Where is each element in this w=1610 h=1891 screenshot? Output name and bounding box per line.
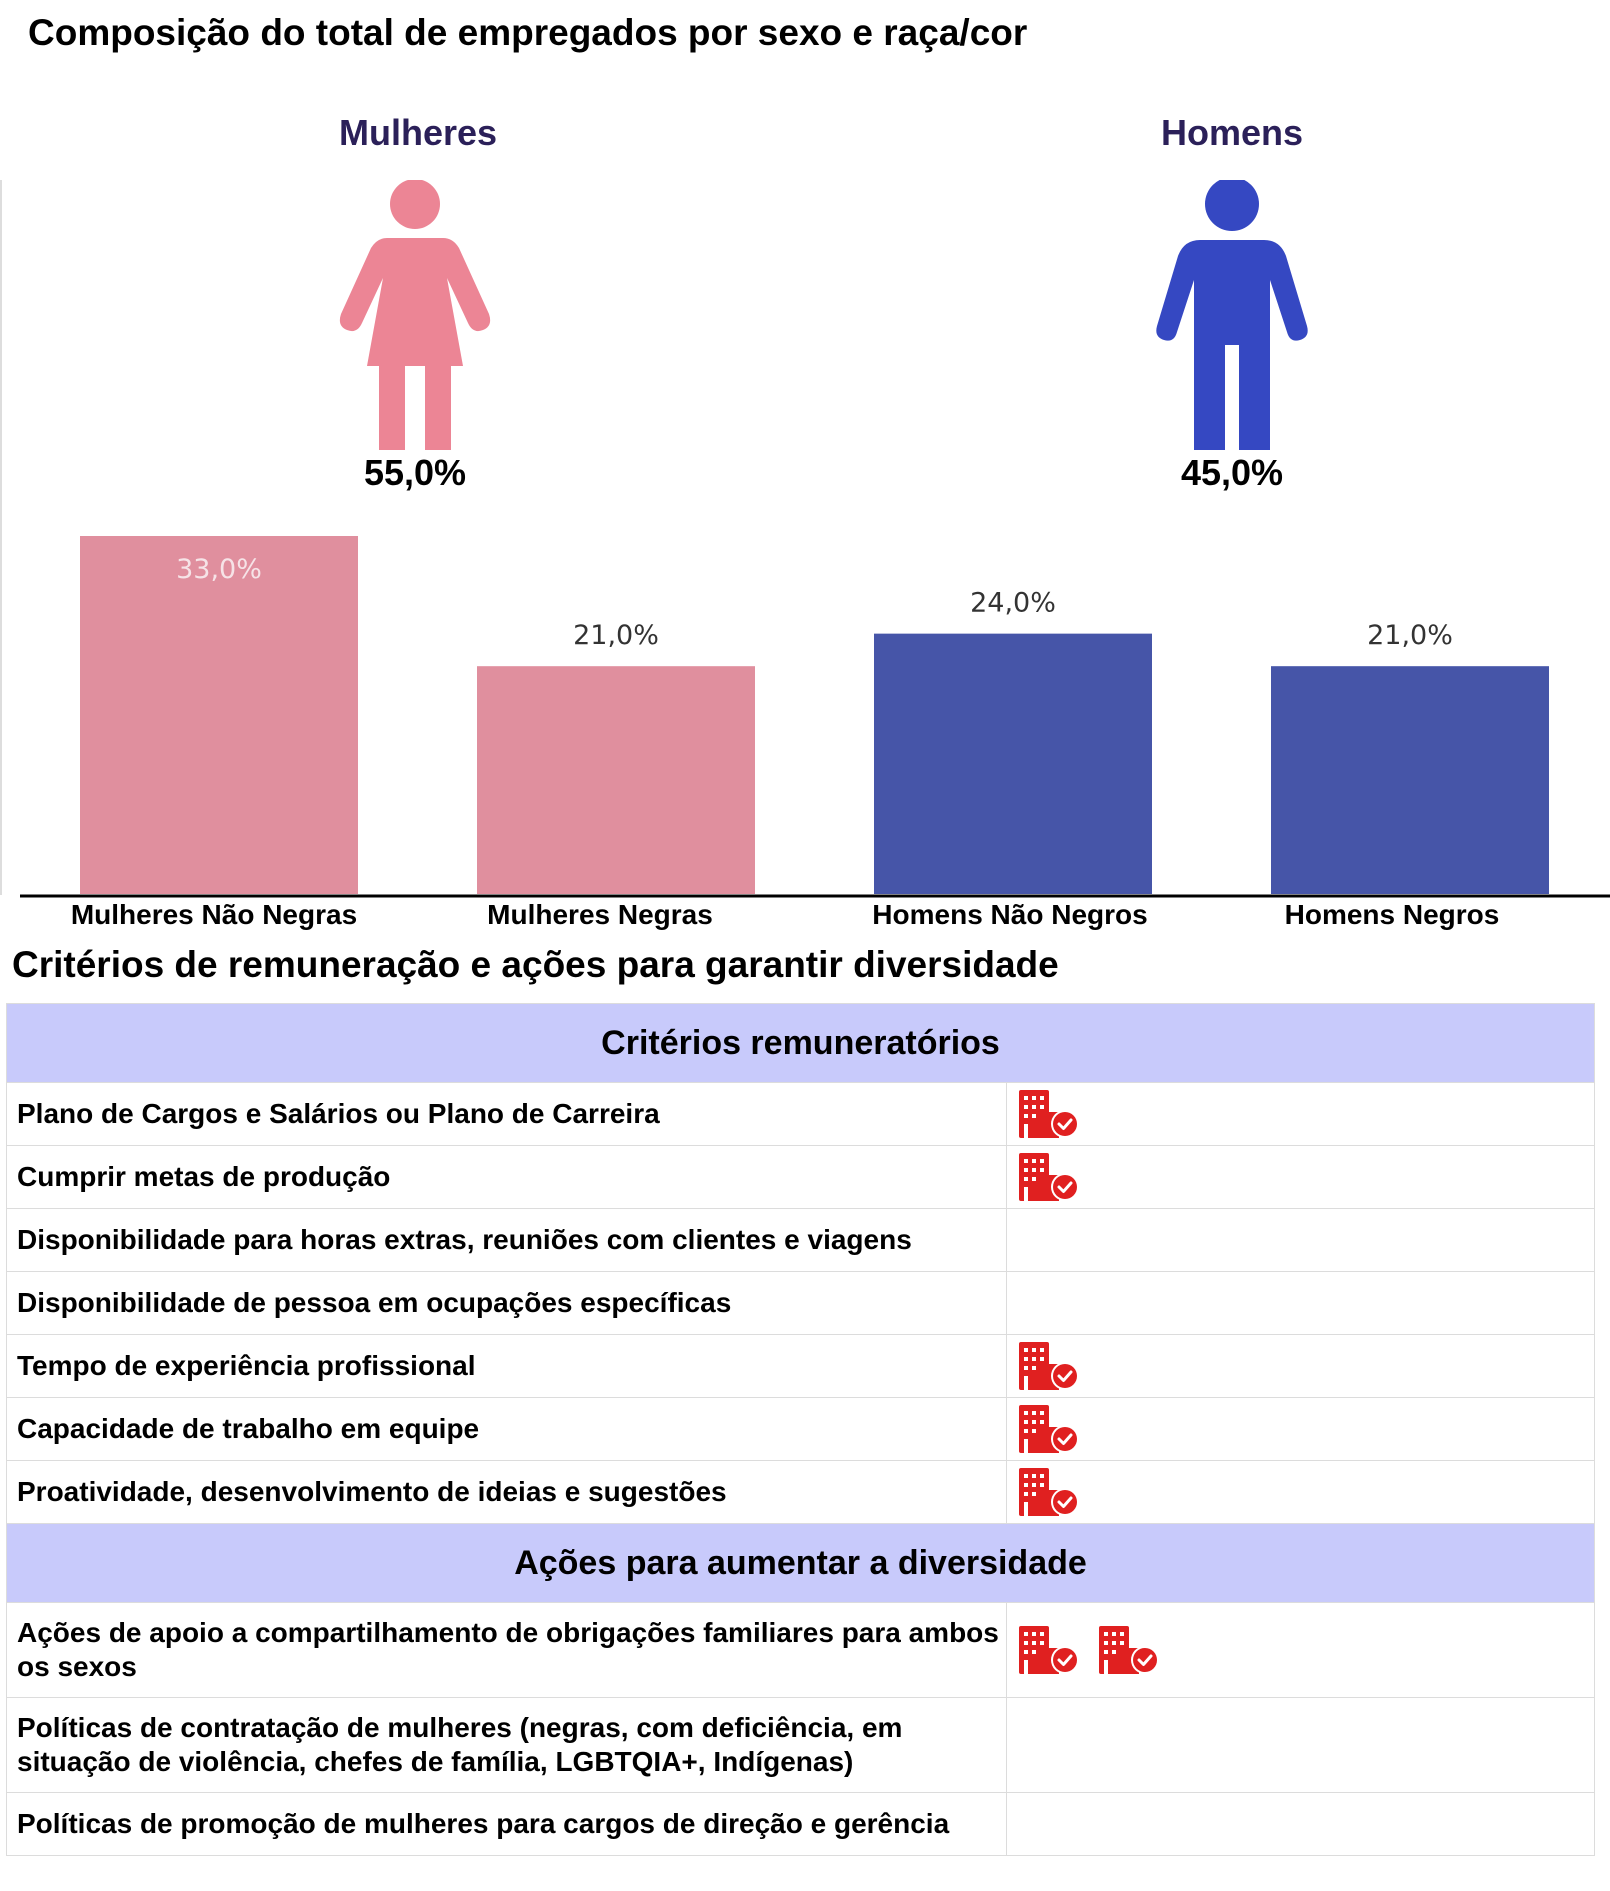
bar-2 [874, 633, 1152, 894]
building-check-icon [1017, 1090, 1081, 1138]
building-check-icon [1017, 1153, 1081, 1201]
page-title: Composição do total de empregados por se… [28, 12, 1028, 53]
row-mark-cell [1005, 1397, 1596, 1461]
table-row: Ações de apoio a compartilhamento de obr… [6, 1602, 1596, 1698]
building-check-icon [1097, 1626, 1161, 1674]
table-row: Disponibilidade para horas extras, reuni… [6, 1208, 1596, 1272]
building-check-icon [1017, 1626, 1081, 1674]
table-row: Políticas de promoção de mulheres para c… [6, 1792, 1596, 1856]
row-mark-cell [1005, 1334, 1596, 1398]
row-label: Ações de apoio a compartilhamento de obr… [6, 1602, 1007, 1698]
row-label: Políticas de contratação de mulheres (ne… [6, 1697, 1007, 1793]
row-mark-cell [1005, 1271, 1596, 1335]
bar-1 [477, 666, 755, 894]
bar-chart: 33,0% 21,0% 24,0% 21,0% Mulheres Não Negras… [20, 536, 1610, 930]
row-mark-cell [1005, 1460, 1596, 1524]
table-row: Cumprir metas de produção [6, 1145, 1596, 1209]
category-label: Homens Não Negros [872, 899, 1147, 930]
remuneration-header-text: Critérios remuneratórios [5, 1003, 1596, 1083]
criteria-table: Critérios remuneratórios Plano de Cargos … [5, 1003, 1596, 1856]
building-check-icon [1017, 1405, 1081, 1453]
table-row: Tempo de experiência profissional [6, 1334, 1596, 1398]
bar-0 [80, 536, 358, 894]
category-label: Mulheres Não Negras [71, 899, 357, 930]
table-row: Políticas de contratação de mulheres (ne… [6, 1697, 1596, 1793]
chart-left-edge [0, 180, 2, 895]
building-check-icon [1017, 1342, 1081, 1390]
row-label: Capacidade de trabalho em equipe [6, 1397, 1007, 1461]
category-label: Homens Negros [1285, 899, 1500, 930]
row-label: Disponibilidade para horas extras, reuni… [6, 1208, 1007, 1272]
row-mark-cell [1005, 1697, 1596, 1793]
gender-pct-women: 55,0% [363, 452, 467, 493]
row-label: Plano de Cargos e Salários ou Plano de C… [6, 1082, 1007, 1146]
row-mark-cell [1005, 1208, 1596, 1272]
row-label: Tempo de experiência profissional [6, 1334, 1007, 1398]
bar-value-label: 33,0% [176, 554, 262, 585]
table-row: Disponibilidade de pessoa em ocupações e… [6, 1271, 1596, 1335]
bar-value-label: 21,0% [573, 620, 659, 651]
woman-icon [339, 180, 491, 450]
bar-value-label: 24,0% [970, 588, 1056, 619]
row-label: Proatividade, desenvolvimento de ideias … [6, 1460, 1007, 1524]
gender-label-women: Mulheres [338, 112, 498, 153]
row-label: Políticas de promoção de mulheres para c… [6, 1792, 1007, 1856]
remuneration-header: Critérios remuneratórios [5, 1003, 1596, 1083]
row-mark-cell [1005, 1082, 1596, 1146]
row-mark-cell [1005, 1145, 1596, 1209]
table-row: Capacidade de trabalho em equipe [6, 1397, 1596, 1461]
diversity-header-text: Ações para aumentar a diversidade [5, 1523, 1596, 1603]
row-label: Cumprir metas de produção [6, 1145, 1007, 1209]
gender-label-men: Homens [1160, 112, 1304, 153]
bar-value-label: 21,0% [1367, 620, 1453, 651]
category-label: Mulheres Negras [487, 899, 713, 930]
row-label: Disponibilidade de pessoa em ocupações e… [6, 1271, 1007, 1335]
gender-pct-men: 45,0% [1180, 452, 1284, 493]
table-row: Proatividade, desenvolvimento de ideias … [6, 1460, 1596, 1524]
diversity-header: Ações para aumentar a diversidade [5, 1523, 1596, 1603]
table-row: Plano de Cargos e Salários ou Plano de C… [6, 1082, 1596, 1146]
row-mark-cell [1005, 1792, 1596, 1856]
row-mark-cell [1005, 1602, 1596, 1698]
man-icon [1156, 180, 1308, 450]
building-check-icon [1017, 1468, 1081, 1516]
bar-3 [1271, 666, 1549, 894]
section-title: Critérios de remuneração e ações para ga… [12, 944, 1059, 985]
